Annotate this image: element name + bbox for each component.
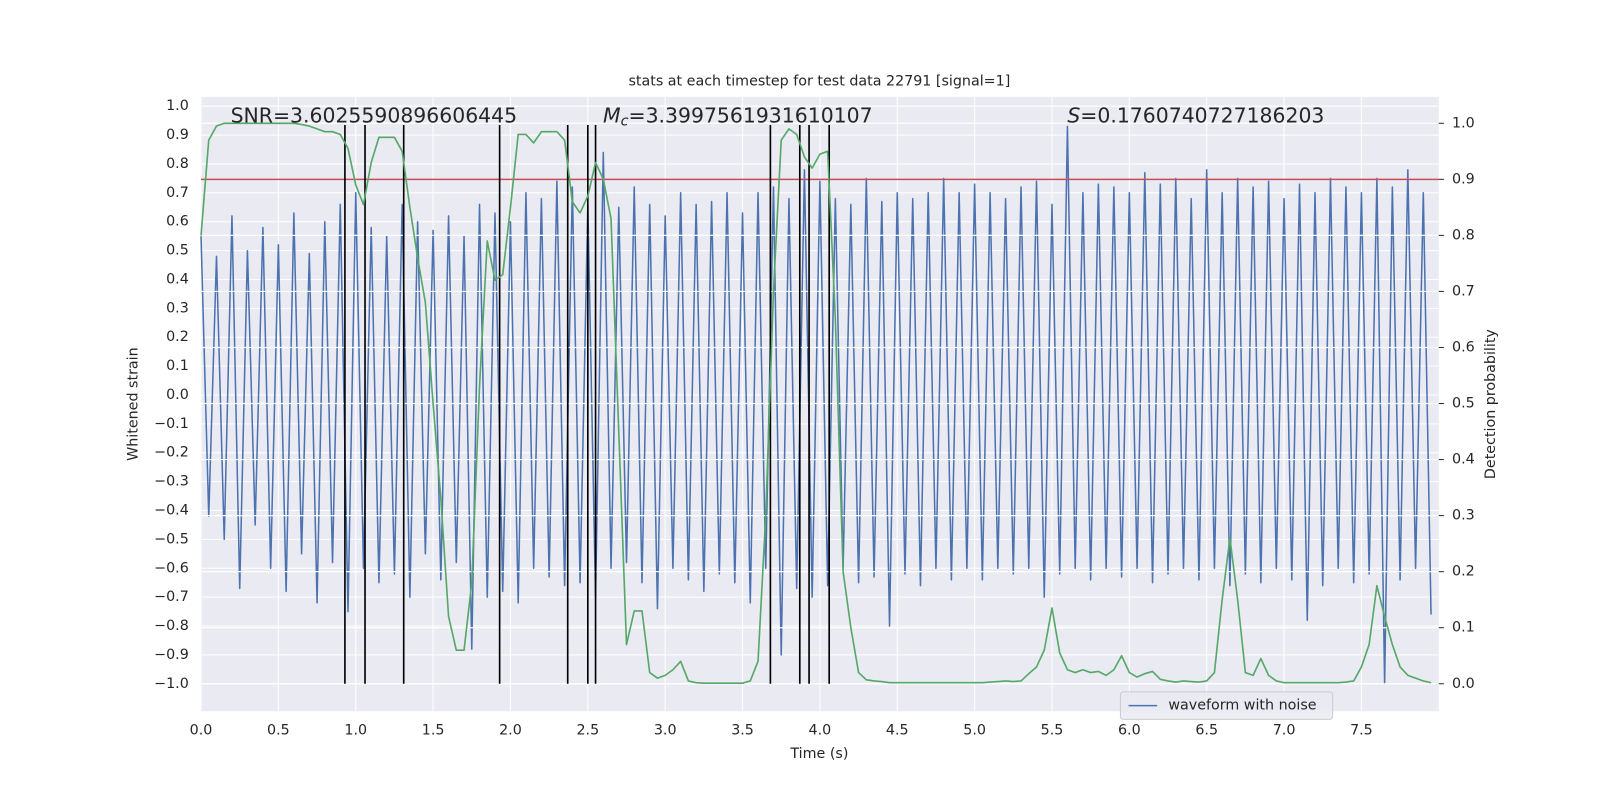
y-tick-label: 1.0 (166, 98, 189, 114)
x-tick-label: 6.0 (1118, 723, 1141, 739)
y-tick-label: −0.1 (154, 416, 189, 432)
x-tick-label: 0.5 (267, 723, 290, 739)
y2-tick-label: 0.8 (1452, 227, 1475, 243)
s-annotation: S=0.1760740727186203 (1067, 103, 1324, 127)
mc-symbol: M (603, 103, 621, 127)
y2-tick-label: 0.3 (1452, 508, 1475, 524)
x-tick-label: 4.5 (886, 723, 909, 739)
y-tick-label: 0.6 (166, 214, 189, 230)
snr-annotation: SNR=3.6025590896606445 (231, 103, 517, 127)
x-tick-label: 4.0 (809, 723, 832, 739)
legend-label: waveform with noise (1168, 698, 1316, 714)
x-tick-label: 0.0 (190, 723, 213, 739)
y-tick-label: −0.3 (154, 474, 189, 490)
x-tick-label: 3.0 (654, 723, 677, 739)
x-tick-label: 7.0 (1273, 723, 1296, 739)
x-axis-label: Time (s) (789, 746, 848, 762)
y-tick-label: 0.3 (166, 300, 189, 316)
series-line (200, 122, 1432, 685)
y-tick-label: −0.5 (154, 531, 189, 547)
x-tick-label: 2.5 (576, 723, 599, 739)
legend-box (1119, 691, 1334, 720)
y2-tick-label: 0.9 (1452, 171, 1475, 187)
x-tick-label: 2.0 (499, 723, 522, 739)
y-tick-label: −0.4 (154, 503, 189, 519)
mc-subscript: c (621, 113, 629, 129)
y2-tick-label: 0.6 (1452, 339, 1475, 355)
s-value: =0.1760740727186203 (1080, 103, 1324, 127)
series-line (200, 125, 1432, 685)
x-tick-label: 1.0 (344, 723, 367, 739)
y2-tick-label: 0.7 (1452, 283, 1475, 299)
y-tick-label: 0.5 (166, 243, 189, 259)
mc-annotation: Mc=3.3997561931610107 (603, 103, 873, 129)
x-tick-label: 6.5 (1195, 723, 1218, 739)
y-tick-label: −0.8 (154, 618, 189, 634)
x-tick-label: 1.5 (422, 723, 445, 739)
y2-tick-label: 0.4 (1452, 452, 1475, 468)
over-layer (200, 122, 1439, 685)
y-tick-label: −0.2 (154, 445, 189, 461)
y-tick-label: 0.4 (166, 271, 189, 287)
y-axis-label: Whitened strain (126, 347, 142, 461)
y-tick-label: −1.0 (154, 676, 189, 692)
x-tick-label: 5.0 (963, 723, 986, 739)
x-tick-label: 7.5 (1350, 723, 1373, 739)
y2-tick-label: 0.0 (1452, 676, 1475, 692)
mc-value: =3.3997561931610107 (628, 103, 872, 127)
y-tick-label: 0.7 (166, 185, 189, 201)
y-tick-label: −0.9 (154, 647, 189, 663)
x-tick-label: 3.5 (731, 723, 754, 739)
y2-tick-label: 0.5 (1452, 396, 1475, 412)
x-tick-label: 5.5 (1041, 723, 1064, 739)
y2-axis-label: Detection probability (1483, 329, 1499, 480)
y-tick-label: 0.1 (166, 358, 189, 374)
y2-tick-label: 0.2 (1452, 564, 1475, 580)
y2-tick-label: 1.0 (1452, 115, 1475, 131)
y-tick-label: 0.9 (166, 127, 189, 143)
y2-tick-label: 0.1 (1452, 620, 1475, 636)
y-tick-label: −0.6 (154, 560, 189, 576)
s-symbol: S (1067, 103, 1080, 127)
y-tick-label: 0.8 (166, 156, 189, 172)
y-tick-label: 0.2 (166, 329, 189, 345)
chart-title: stats at each timestep for test data 227… (628, 74, 1010, 90)
y-tick-label: −0.7 (154, 589, 189, 605)
y-tick-label: 0.0 (166, 387, 189, 403)
